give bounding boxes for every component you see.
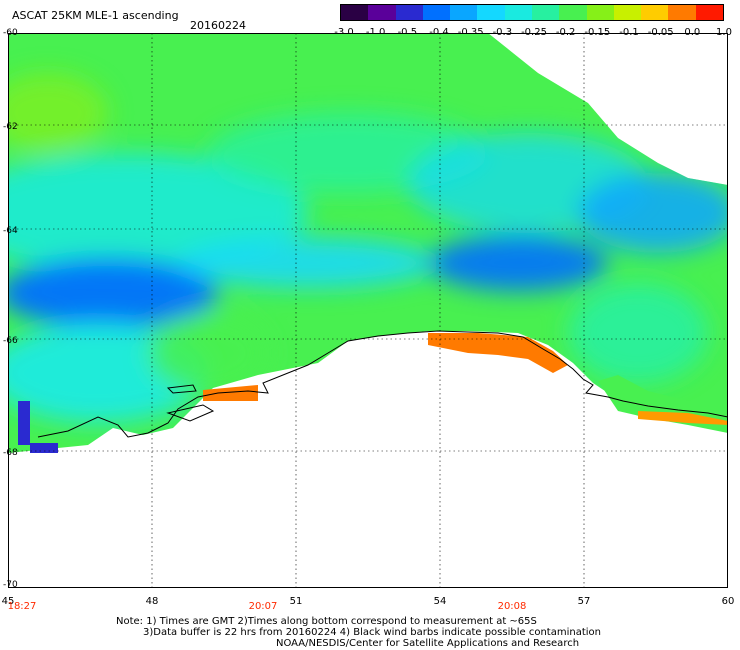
footnote-line-3: NOAA/NESDIS/Center for Satellite Applica… <box>276 638 580 649</box>
colorbar <box>340 4 724 21</box>
map-border <box>8 33 728 588</box>
coastline <box>37 330 728 438</box>
colorbar-tick-label: -3.0 <box>334 27 354 38</box>
footnote-line-2: 3)Data buffer is 22 hrs from 20160224 4)… <box>143 627 601 638</box>
product-title: ASCAT 25KM MLE-1 ascending <box>12 9 179 22</box>
lon-label-48: 48 <box>145 596 159 607</box>
colorbar-tick-label: 1.0 <box>716 27 732 38</box>
colorbar-swatch <box>450 5 478 20</box>
colorbar-swatch <box>695 5 723 20</box>
product-date: 20160224 <box>190 19 246 32</box>
lat-label-68: -68 <box>3 448 18 458</box>
colorbar-tick-label: -0.15 <box>584 27 611 38</box>
lon-label-60: 60 <box>721 596 735 607</box>
colorbar-swatch <box>559 5 587 20</box>
time-label-2: 20:07 <box>248 601 278 612</box>
lat-label-60: -60 <box>3 28 18 38</box>
colorbar-swatch <box>586 5 614 20</box>
colorbar-swatch <box>477 5 505 20</box>
lon-label-54: 54 <box>433 596 447 607</box>
lat-label-64: -64 <box>3 226 18 236</box>
colorbar-tick-label: -0.05 <box>647 27 674 38</box>
mle-field <box>8 33 728 588</box>
colorbar-tick-label: -1.0 <box>365 27 386 38</box>
scatterometer-map <box>8 33 728 588</box>
map-frame <box>8 33 728 588</box>
time-label-3: 20:08 <box>497 601 527 612</box>
low-mle-patch <box>18 401 30 445</box>
colorbar-tick-label: -0.1 <box>619 27 639 38</box>
graticule <box>8 33 728 588</box>
colorbar-swatch <box>613 5 642 20</box>
lon-label-57: 57 <box>577 596 591 607</box>
time-label-1: 18:27 <box>7 601 37 612</box>
colorbar-swatch <box>368 5 396 20</box>
colorbar-tick-label: -0.25 <box>521 27 547 38</box>
colorbar-swatch <box>641 5 669 20</box>
colorbar-tick-label: -0.3 <box>492 27 513 38</box>
colorbar-tick-label: -0.5 <box>397 27 418 38</box>
colorbar-swatch <box>531 5 560 20</box>
lon-label-45: 45 <box>1 596 15 607</box>
colorbar-swatch <box>341 5 369 20</box>
lat-label-70: -70 <box>3 580 18 590</box>
colorbar-tick-label: -0.4 <box>429 27 449 38</box>
lon-label-51: 51 <box>289 596 303 607</box>
lat-label-62: -62 <box>3 122 18 132</box>
colorbar-tick-label: 0.0 <box>684 27 701 38</box>
colorbar-tick-label: -0.35 <box>457 27 484 38</box>
lat-label-66: -66 <box>3 336 18 346</box>
colorbar-swatch <box>395 5 423 20</box>
colorbar-swatch <box>668 5 696 20</box>
colorbar-tick-label: -0.2 <box>555 27 576 38</box>
colorbar-labels: -3.0 -1.0 -0.5 -0.4 -0.35 -0.3 -0.25 -0.2 -0.15-… <box>320 27 740 39</box>
colorbar-swatch <box>422 5 451 20</box>
footnote-line-1: Note: 1) Times are GMT 2)Times along bot… <box>116 616 537 627</box>
colorbar-swatch <box>504 5 532 20</box>
land-mask <box>8 331 728 588</box>
